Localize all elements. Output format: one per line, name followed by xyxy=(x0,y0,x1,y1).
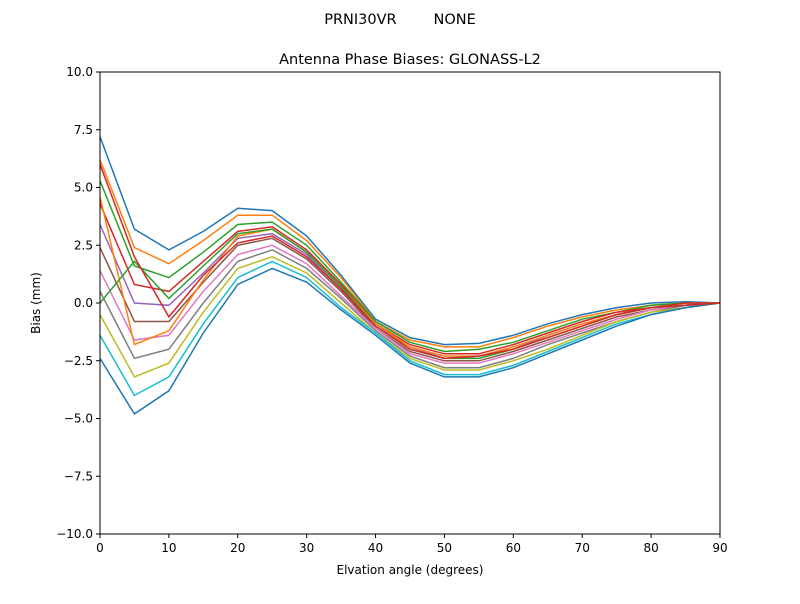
x-tick-label: 70 xyxy=(575,541,590,555)
chart-title: Antenna Phase Biases: GLONASS-L2 xyxy=(279,52,541,68)
series-lines xyxy=(99,136,721,415)
y-tick-label: −5.0 xyxy=(64,412,93,426)
series-line-s3 xyxy=(99,180,720,353)
y-tick-label: 5.0 xyxy=(74,181,93,195)
series-line-s11 xyxy=(99,267,721,415)
x-tick-label: 90 xyxy=(712,541,727,555)
series-line-s7 xyxy=(99,244,721,364)
y-tick-label: 0.0 xyxy=(74,296,93,310)
y-axis-label: Bias (mm) xyxy=(29,272,43,334)
series-line-s9 xyxy=(99,255,721,378)
series-line-s2 xyxy=(99,159,720,348)
x-tick-label: 80 xyxy=(643,541,658,555)
x-tick-label: 0 xyxy=(96,541,104,555)
series-line-s10 xyxy=(99,260,721,397)
x-axis-label: Elvation angle (degrees) xyxy=(337,563,484,577)
series-line-s14 xyxy=(99,164,721,360)
y-tick-label: −2.5 xyxy=(64,354,93,368)
x-tick-label: 40 xyxy=(368,541,383,555)
y-tick-label: −7.5 xyxy=(64,469,93,483)
y-axis: −10.0 −7.5 −5.0 −2.5 0.0 2.5 5.0 7.5 10.0 xyxy=(56,65,100,541)
series-line-s4 xyxy=(99,203,720,355)
plot-frame xyxy=(99,71,721,535)
y-tick-label: 7.5 xyxy=(74,123,93,137)
x-tick-label: 10 xyxy=(161,541,176,555)
y-tick-label: 2.5 xyxy=(74,238,93,252)
x-axis: 0 10 20 30 40 50 60 70 80 90 xyxy=(96,534,728,555)
series-line-s1 xyxy=(99,136,721,346)
x-tick-label: 30 xyxy=(299,541,314,555)
x-tick-label: 50 xyxy=(437,541,452,555)
y-tick-label: 10.0 xyxy=(66,65,93,79)
series-line-s6 xyxy=(99,237,721,362)
suptitle: PRNI30VR NONE xyxy=(324,12,476,28)
y-tick-label: −10.0 xyxy=(56,527,93,541)
x-tick-label: 60 xyxy=(506,541,521,555)
x-tick-label: 20 xyxy=(230,541,245,555)
